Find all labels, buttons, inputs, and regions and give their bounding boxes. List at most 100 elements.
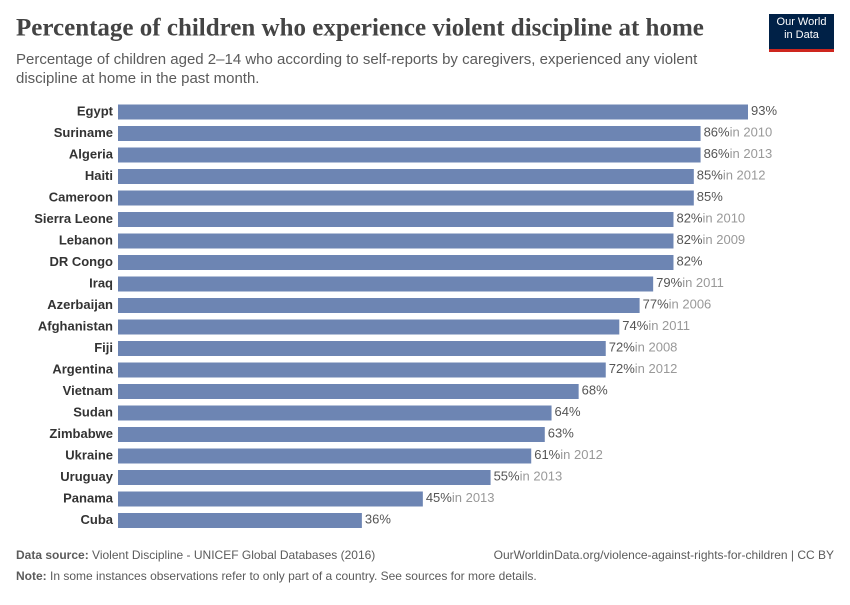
- year-note: in 2010: [703, 211, 746, 226]
- value-label-group: 64%: [555, 404, 581, 419]
- bar: [118, 513, 362, 528]
- category-label: DR Congo: [49, 254, 113, 269]
- category-label: Egypt: [77, 103, 114, 118]
- value-label: 55%: [494, 469, 520, 484]
- year-note: in 2012: [635, 361, 678, 376]
- value-label-group: 82%: [676, 254, 702, 269]
- subtitle-box: Percentage of children aged 2–14 who acc…: [16, 51, 698, 87]
- category-label: Zimbabwe: [49, 426, 113, 441]
- category-label: Ukraine: [65, 447, 113, 462]
- category-label: Haiti: [85, 168, 113, 183]
- value-label: 82%: [676, 211, 702, 226]
- logo-bg: [769, 14, 834, 52]
- value-label-group: 77%in 2006: [643, 297, 712, 312]
- value-label-group: 36%: [365, 512, 391, 527]
- year-note: in 2013: [520, 469, 563, 484]
- value-label: 86%: [704, 146, 730, 161]
- bar: [118, 276, 654, 292]
- value-label: 72%: [609, 361, 635, 376]
- source-line: Data source: Violent Discipline - UNICEF…: [16, 548, 375, 562]
- logo-box: Our World in Data: [776, 16, 827, 41]
- value-label: 74%: [622, 318, 648, 333]
- value-label: 77%: [643, 297, 669, 312]
- year-note: in 2010: [730, 125, 773, 140]
- bar: [118, 212, 674, 227]
- value-label-group: 72%in 2008: [609, 340, 678, 355]
- note-line: Note: In some instances observations ref…: [16, 569, 537, 583]
- year-note: in 2012: [560, 447, 603, 462]
- bar: [118, 405, 552, 421]
- bar: [118, 255, 674, 270]
- value-label-group: 63%: [548, 426, 574, 441]
- value-label-group: 55%in 2013: [494, 469, 563, 484]
- value-label: 85%: [697, 168, 723, 183]
- logo: Our World in Data: [776, 16, 827, 41]
- category-label: Sudan: [73, 404, 113, 419]
- note: In some instances observations refer to …: [50, 569, 537, 583]
- year-note: in 2006: [669, 297, 712, 312]
- value-label: 86%: [704, 125, 730, 140]
- value-label-group: 79%in 2011: [656, 275, 724, 290]
- value-label: 93%: [751, 103, 777, 118]
- year-note: in 2011: [648, 318, 690, 333]
- value-label: 64%: [555, 404, 581, 419]
- category-label: Sierra Leone: [34, 211, 113, 226]
- value-label-group: 45%in 2013: [426, 490, 495, 505]
- bar: [118, 169, 694, 184]
- bar: [118, 491, 423, 507]
- value-label: 45%: [426, 490, 452, 505]
- bar: [118, 147, 701, 163]
- category-label: Cuba: [81, 512, 114, 527]
- year-note: in 2013: [730, 146, 773, 161]
- category-label: Lebanon: [59, 232, 113, 247]
- year-note: in 2009: [703, 232, 746, 247]
- bar: [118, 190, 694, 206]
- chart-title: Percentage of children who experience vi…: [16, 15, 704, 42]
- category-label: Afghanistan: [38, 318, 113, 333]
- year-note: in 2011: [682, 275, 724, 290]
- category-label: Fiji: [94, 340, 113, 355]
- bar: [118, 126, 701, 141]
- category-label: Iraq: [89, 275, 113, 290]
- bar: [118, 341, 606, 356]
- category-label: Argentina: [52, 361, 113, 376]
- value-label: 79%: [656, 275, 682, 290]
- value-label-group: 86%in 2010: [704, 125, 773, 140]
- bar: [118, 384, 579, 399]
- category-label: Algeria: [69, 146, 114, 161]
- value-label: 68%: [582, 383, 608, 398]
- category-label: Azerbaijan: [47, 297, 113, 312]
- value-label-group: 68%: [582, 383, 608, 398]
- source: Violent Discipline - UNICEF Global Datab…: [92, 548, 375, 562]
- category-label: Cameroon: [49, 189, 113, 204]
- bar: [118, 319, 620, 335]
- value-label-group: 82%in 2010: [676, 211, 745, 226]
- value-label-group: 85%: [697, 189, 723, 204]
- bar: [118, 298, 640, 313]
- bar: [118, 427, 545, 442]
- note-label: Note:: [16, 569, 47, 583]
- value-label-group: 85%in 2012: [697, 168, 766, 183]
- value-label-group: 61%in 2012: [534, 447, 603, 462]
- value-label: 82%: [676, 254, 702, 269]
- value-label-group: 82%in 2009: [676, 232, 745, 247]
- value-label: 72%: [609, 340, 635, 355]
- value-label: 82%: [676, 232, 702, 247]
- bar: [118, 104, 748, 120]
- value-label: 63%: [548, 426, 574, 441]
- category-label: Uruguay: [60, 469, 114, 484]
- year-note: in 2012: [723, 168, 766, 183]
- value-label-group: 93%: [751, 103, 777, 118]
- value-label-group: 72%in 2012: [609, 361, 678, 376]
- category-label: Suriname: [54, 125, 113, 140]
- value-label: 36%: [365, 512, 391, 527]
- value-label: 61%: [534, 447, 560, 462]
- bar: [118, 233, 674, 249]
- category-label: Vietnam: [63, 383, 113, 398]
- url: OurWorldinData.org/violence-against-righ…: [494, 548, 834, 562]
- value-label-group: 86%in 2013: [704, 146, 773, 161]
- logo-bar: [769, 49, 834, 52]
- year-note: in 2013: [452, 490, 495, 505]
- chart-subtitle: Percentage of children aged 2–14 who acc…: [16, 51, 698, 87]
